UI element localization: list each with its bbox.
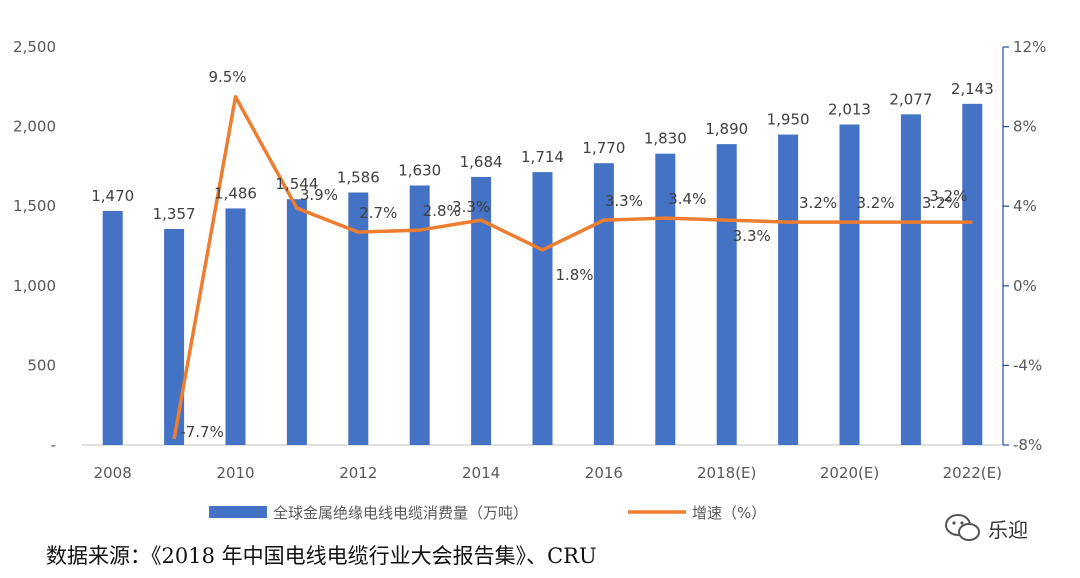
bar	[778, 134, 799, 445]
bar-value-label: 1,830	[644, 130, 687, 148]
legend-line-label: 增速（%）	[692, 504, 766, 522]
bar	[532, 172, 553, 445]
bar	[286, 199, 307, 445]
legend-bar-label: 全球金属绝缘电线电缆消费量（万吨）	[273, 504, 528, 522]
growth-value-label: 3.3%	[733, 227, 771, 245]
watermark-text: 乐迎	[988, 517, 1028, 542]
growth-value-label: 3.2%	[929, 187, 967, 205]
x-tick-label: 2016	[585, 464, 623, 482]
bar	[102, 210, 123, 445]
x-tick-label: 2012	[339, 464, 377, 482]
growth-value-label: 3.2%	[922, 194, 960, 212]
y-left-tick-label: 2,500	[13, 38, 56, 56]
bar-value-label: 2,013	[828, 101, 871, 119]
bar-value-label: 2,143	[951, 80, 994, 98]
growth-value-label: 3.9%	[300, 186, 338, 204]
bar-value-label: 1,357	[153, 205, 196, 223]
bar	[471, 176, 492, 445]
bar	[409, 185, 430, 445]
bar-value-label: 1,486	[214, 184, 257, 202]
bar-value-label: 1,890	[705, 120, 748, 138]
bar-value-label: 1,630	[398, 162, 441, 180]
growth-value-label: 9.5%	[208, 68, 246, 86]
y-right-tick-label: 4%	[1013, 197, 1037, 215]
x-tick-label: 2010	[216, 464, 254, 482]
bar-value-label: 1,470	[91, 187, 134, 205]
growth-value-label: 3.3%	[605, 192, 643, 210]
bar	[716, 144, 737, 445]
bar-value-label: 1,950	[767, 111, 810, 129]
legend: 全球金属绝缘电线电缆消费量（万吨） 增速（%）	[209, 504, 766, 522]
y-right-tick-label: 12%	[1013, 38, 1046, 56]
bar-value-label: 1,770	[582, 139, 625, 157]
wechat-icon	[945, 514, 980, 541]
x-tick-label: 2020(E)	[820, 464, 879, 482]
bar	[593, 163, 614, 445]
bar-value-label: 1,544	[275, 175, 318, 193]
bar	[839, 124, 860, 446]
y-left-tick-label: 1,500	[13, 197, 56, 215]
growth-value-label: 2.7%	[359, 204, 397, 222]
bar-value-label: 1,714	[521, 148, 564, 166]
y-left-tick-label: 500	[27, 356, 56, 374]
growth-line	[172, 95, 973, 440]
growth-value-label: 3.4%	[668, 190, 706, 208]
y-right-tick-label: 0%	[1013, 277, 1037, 295]
watermark: 乐迎	[944, 512, 1028, 544]
growth-value-label: 3.3%	[452, 198, 490, 216]
chart: - 500 1,000 1,500 2,000 2,500 -8% -4% 0% 4% 8% 12%…	[13, 38, 1046, 522]
y-left-tick-label: 2,000	[13, 118, 56, 136]
bar-value-label: 1,684	[460, 153, 503, 171]
y-right-tick-label: -4%	[1013, 356, 1042, 374]
bar	[962, 103, 983, 445]
bar	[900, 114, 921, 445]
x-tick-label: 2014	[462, 464, 500, 482]
x-tick-label: 2008	[94, 464, 132, 482]
bar	[225, 208, 246, 445]
y-right-tick-label: -8%	[1013, 436, 1042, 454]
bar	[348, 192, 369, 445]
y-left-tick-label: -	[51, 436, 56, 454]
bar-value-label: 2,077	[889, 90, 932, 108]
growth-value-label: 3.2%	[799, 194, 837, 212]
growth-value-label: 3.2%	[856, 194, 894, 212]
growth-value-label: 1.8%	[555, 266, 593, 284]
bar	[655, 153, 676, 445]
growth-value-label: 2.8%	[423, 202, 461, 220]
y-right-tick-label: 8%	[1013, 118, 1037, 136]
x-tick-label: 2018(E)	[697, 464, 756, 482]
y-left-tick-label: 1,000	[13, 277, 56, 295]
x-tick-label: 2022(E)	[943, 464, 1002, 482]
bar	[164, 228, 185, 445]
legend-bar-swatch	[209, 506, 267, 518]
bar-value-label: 1,586	[337, 169, 380, 187]
growth-value-label: -7.7%	[180, 423, 224, 441]
source-note: 数据来源：《2018 年中国电线电缆行业大会报告集》、CRU	[46, 544, 597, 568]
